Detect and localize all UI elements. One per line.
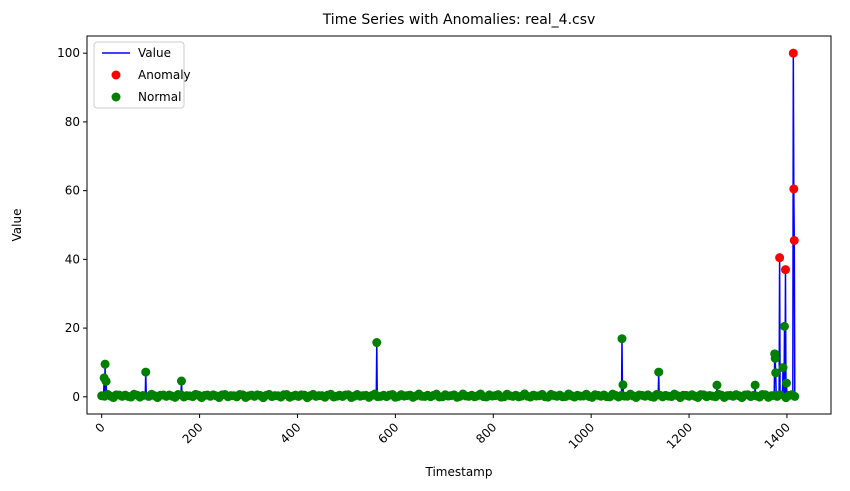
x-axis-title: Timestamp <box>425 465 493 479</box>
anomaly-point <box>788 48 798 58</box>
normal-point <box>781 378 791 388</box>
normal-point <box>771 368 781 378</box>
legend-swatch-anomaly <box>111 70 121 80</box>
anomaly-point <box>789 184 799 194</box>
plot-frame <box>86 35 832 415</box>
y-tick-label: 60 <box>65 184 80 198</box>
x-tick-label: 800 <box>473 420 499 446</box>
x-tick-label: 200 <box>180 420 206 446</box>
y-tick-label: 20 <box>65 321 80 335</box>
x-tick-label: 1000 <box>566 420 597 451</box>
legend: Value Anomaly Normal <box>93 41 191 109</box>
y-axis-title: Value <box>10 209 24 242</box>
normal-point <box>100 359 110 369</box>
normal-point <box>617 334 627 344</box>
x-tick-label: 600 <box>375 420 401 446</box>
x-tick-label: 1400 <box>762 420 793 451</box>
legend-label-normal: Normal <box>138 90 181 104</box>
y-tick-label: 80 <box>65 115 80 129</box>
x-tick-label: 0 <box>93 420 108 435</box>
legend-label-value: Value <box>138 46 171 60</box>
anomaly-point <box>775 253 785 263</box>
normal-point <box>778 363 788 373</box>
normal-point <box>176 376 186 386</box>
y-tick-label: 100 <box>57 46 80 60</box>
normal-point <box>141 367 151 377</box>
chart-title: Time Series with Anomalies: real_4.csv <box>322 12 596 28</box>
plot-area <box>97 48 800 403</box>
anomaly-point <box>780 265 790 275</box>
anomaly-point <box>789 235 799 245</box>
x-tick-label: 400 <box>277 420 303 446</box>
y-tick-label: 0 <box>72 390 80 404</box>
legend-box <box>93 41 185 109</box>
normal-point <box>101 376 111 386</box>
normal-point <box>712 380 722 390</box>
normal-point <box>780 321 789 331</box>
normal-point <box>750 380 760 390</box>
y-tick-label: 40 <box>65 252 80 266</box>
normal-point <box>790 391 800 401</box>
normal-point <box>618 380 628 390</box>
legend-label-anomaly: Anomaly <box>138 68 191 82</box>
normal-point <box>770 353 780 363</box>
normal-point <box>372 338 382 348</box>
x-tick-label: 1200 <box>664 420 695 451</box>
normal-point <box>654 367 664 377</box>
value-series-line <box>100 52 798 399</box>
legend-swatch-normal <box>111 92 121 102</box>
